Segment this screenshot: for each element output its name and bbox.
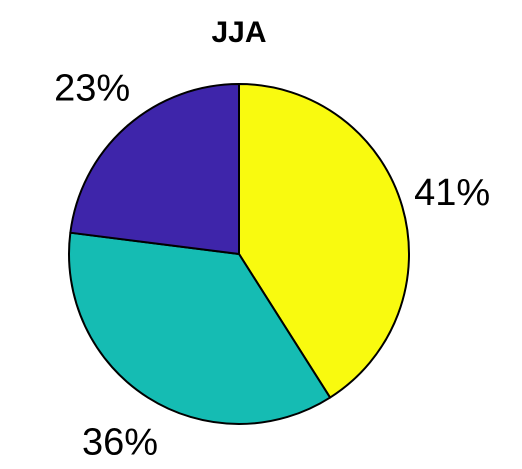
chart-title: JJA [211,16,266,49]
pie-slices [67,83,411,426]
pie-label-3: 23% [54,68,130,110]
pie-slice-3 [69,83,240,255]
pie-label-2: 36% [82,421,158,463]
pie-labels: 41% 36% 23% [54,68,490,464]
pie-slice-2 [67,231,332,426]
pie-label-1: 41% [414,172,490,214]
